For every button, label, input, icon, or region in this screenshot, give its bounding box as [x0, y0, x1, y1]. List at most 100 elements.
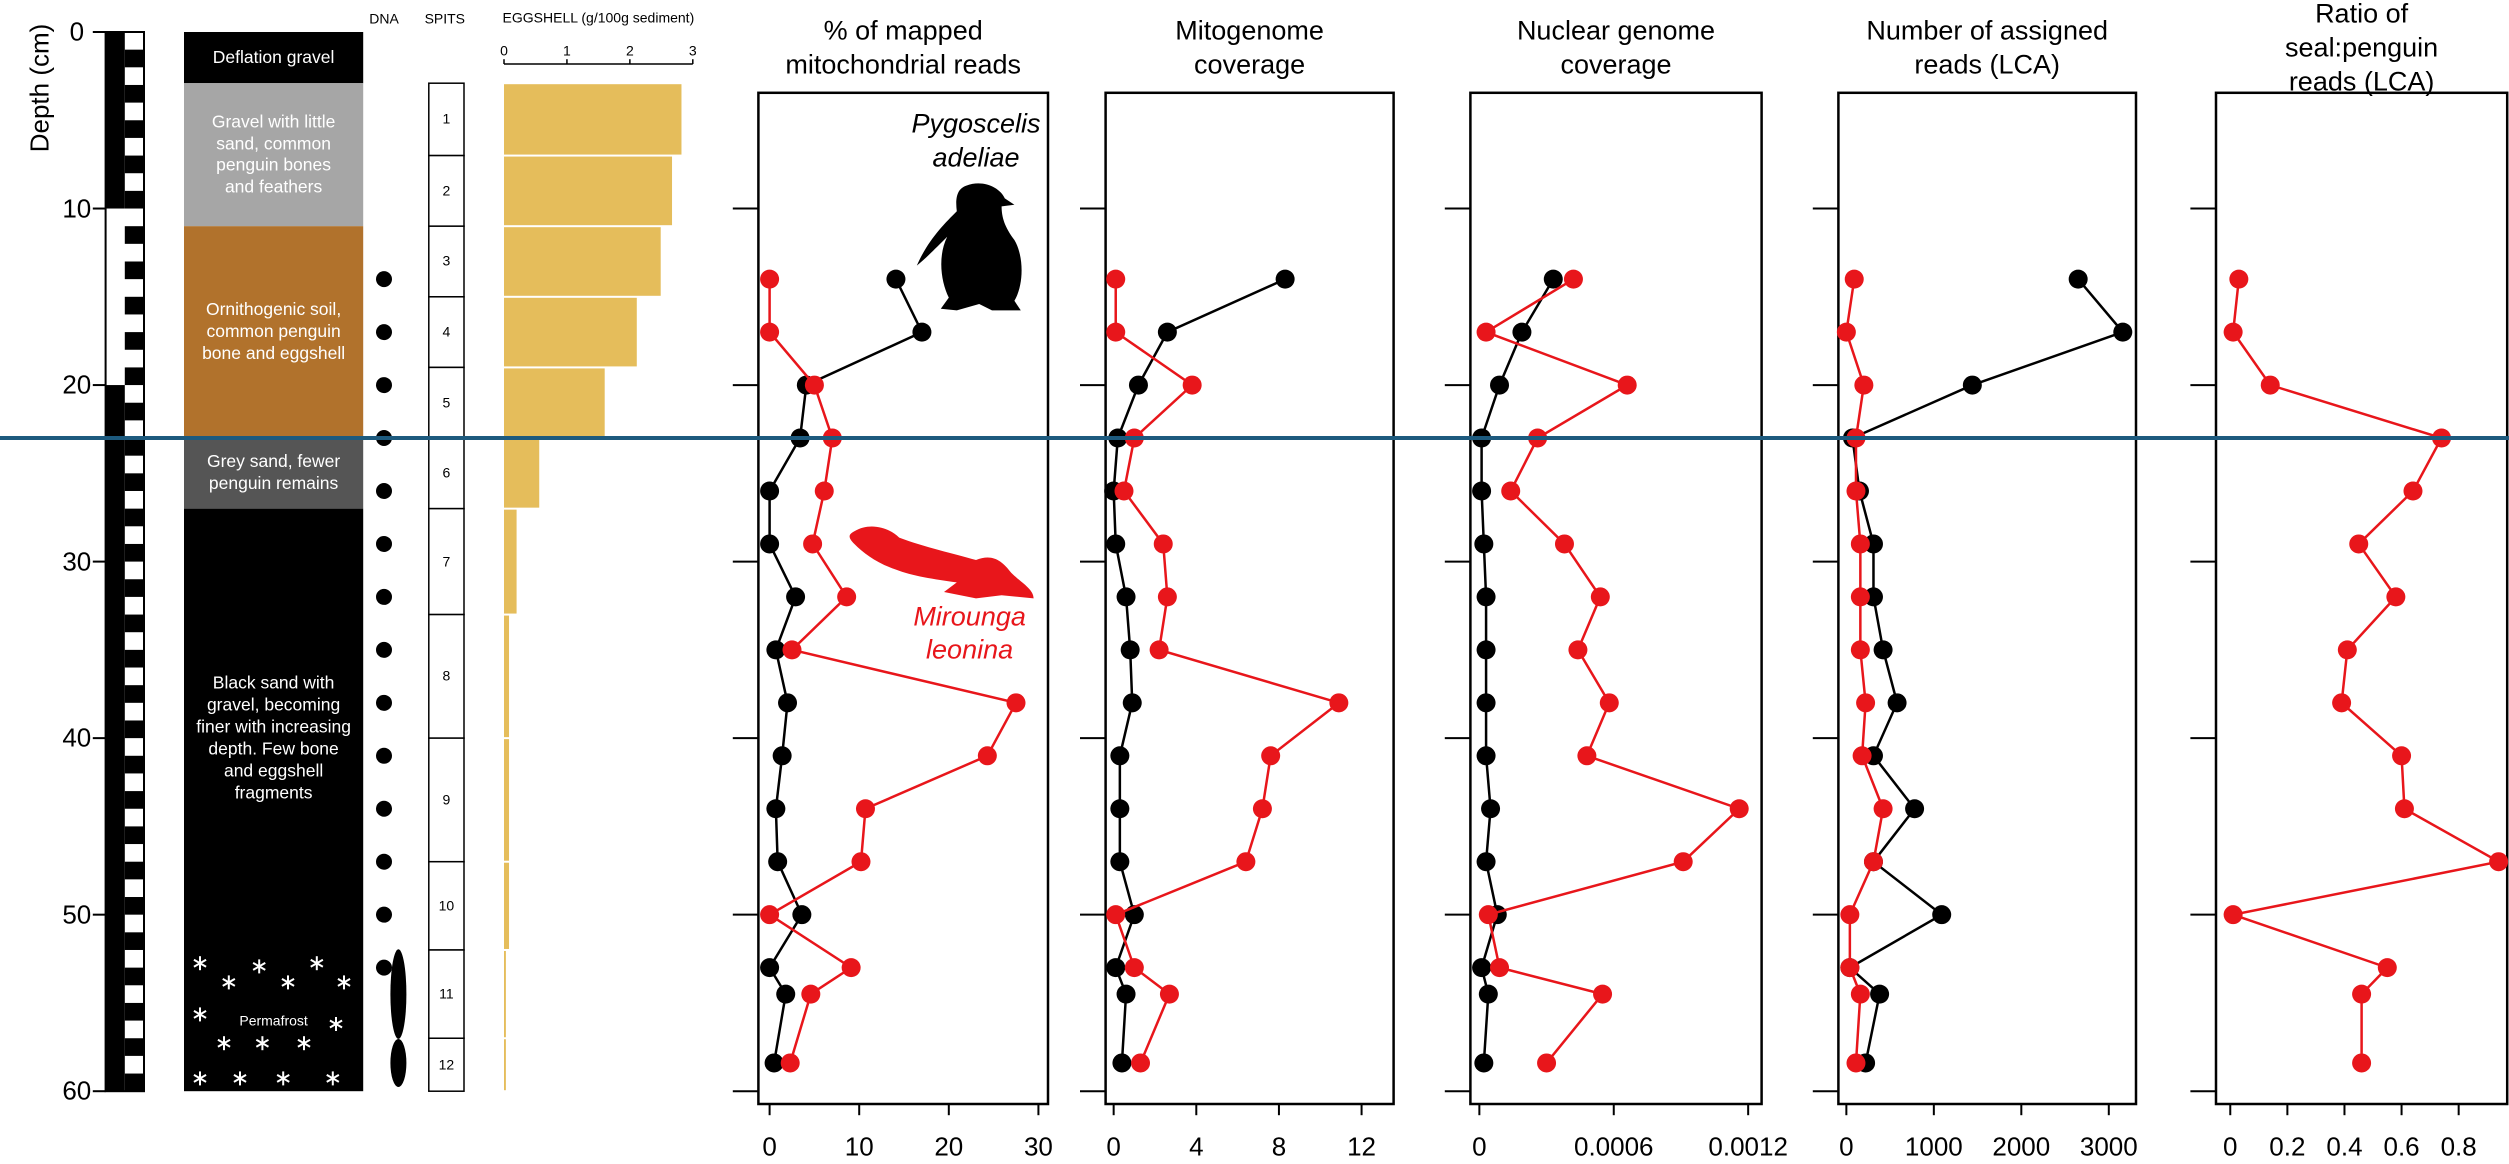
- data-point: [764, 1053, 784, 1073]
- asterisk: [193, 958, 207, 968]
- data-point: [1275, 269, 1295, 289]
- panel-title: Number of assigned reads (LCA): [1866, 15, 2109, 79]
- spit-box: [428, 437, 465, 510]
- dna-sample: [376, 271, 392, 288]
- bar: [504, 1039, 506, 1091]
- x-tick-label: 0.0006: [1573, 1131, 1654, 1162]
- panel-frame: [757, 91, 1050, 1106]
- scale-bar-block: [105, 385, 125, 1092]
- data-point: [2260, 375, 2280, 395]
- panel-frame: [1837, 91, 2138, 1106]
- asterisk: [310, 958, 324, 968]
- bar: [504, 297, 637, 367]
- series-line: [767, 279, 1018, 1064]
- spit-label: 1: [442, 110, 451, 127]
- spit-label: 12: [438, 1056, 455, 1073]
- data-point: [2223, 322, 2243, 342]
- dna-sample: [376, 377, 392, 394]
- spit-box: [428, 296, 465, 369]
- data-point: [1474, 1053, 1494, 1073]
- data-point: [1490, 375, 1510, 395]
- data-point: [1932, 905, 1952, 925]
- data-point: [1962, 375, 1982, 395]
- data-point: [837, 587, 857, 607]
- data-point: [1673, 852, 1693, 872]
- data-point: [1481, 799, 1501, 819]
- data-point: [2337, 640, 2357, 660]
- bar: [504, 156, 673, 226]
- x-tick-label: 0.6: [2383, 1131, 2420, 1162]
- data-point: [1854, 375, 1874, 395]
- scale-bar-block: [124, 543, 144, 562]
- x-tick-label: 10: [844, 1131, 874, 1162]
- data-point: [1476, 640, 1496, 660]
- data-point: [1106, 269, 1126, 289]
- layer-label: Black sand with gravel, becoming finer w…: [196, 672, 351, 802]
- layer-label: Gravel with little sand, common penguin …: [211, 110, 336, 197]
- spit-box: [428, 949, 465, 1039]
- data-point: [766, 799, 786, 819]
- data-point: [1590, 587, 1610, 607]
- data-point: [1110, 746, 1130, 766]
- scale-bar-block: [124, 614, 144, 633]
- spit-box: [428, 154, 465, 227]
- data-point: [1329, 693, 1349, 713]
- scale-bar-block: [124, 49, 144, 68]
- series-line: [1845, 278, 1885, 1064]
- x-tick-label: 12: [1347, 1131, 1377, 1162]
- data-point: [1599, 693, 1619, 713]
- data-point: [776, 984, 796, 1004]
- data-point: [1474, 534, 1494, 554]
- spit-label: 10: [438, 897, 455, 914]
- scale-bar-block: [124, 261, 144, 280]
- data-point: [1873, 799, 1893, 819]
- scale-bar-block: [124, 932, 144, 950]
- dna-sample: [376, 747, 392, 764]
- data-point: [841, 958, 861, 978]
- scale-bar-block: [124, 967, 144, 986]
- data-point: [1106, 534, 1126, 554]
- data-point: [1472, 958, 1492, 978]
- layer: [184, 438, 364, 509]
- scale-bar-block: [124, 1038, 144, 1056]
- data-point: [1157, 587, 1177, 607]
- dna-sample: [376, 800, 392, 817]
- data-point: [1106, 905, 1126, 925]
- bar: [504, 950, 506, 1038]
- data-point: [1476, 852, 1496, 872]
- panel-frame: [2214, 91, 2509, 1106]
- x-tick-label: 30: [1023, 1131, 1053, 1162]
- data-point: [1905, 799, 1925, 819]
- dna-sample: [390, 949, 407, 1039]
- data-point: [886, 269, 906, 289]
- spit-box: [428, 860, 465, 951]
- x-tick-label: 3: [688, 42, 697, 59]
- x-axis-label: EGGSHELL (g/100g sediment): [502, 9, 695, 26]
- scale-bar-block: [124, 720, 144, 739]
- scale-bar-block: [124, 84, 144, 103]
- data-point: [2403, 481, 2423, 501]
- series-line: [1483, 278, 1742, 1064]
- data-point: [2332, 693, 2352, 713]
- scale-bar-block: [124, 579, 144, 597]
- x-tick-label: 0: [2223, 1131, 2238, 1162]
- x-tick-label: 4: [1189, 1131, 1204, 1162]
- data-point: [1476, 693, 1496, 713]
- dna-sample: [376, 535, 392, 552]
- data-point: [760, 481, 780, 501]
- data-point: [1729, 799, 1749, 819]
- spit-label: 5: [442, 394, 451, 411]
- scale-bar-block: [124, 755, 144, 774]
- y-tick-label: 60: [62, 1075, 92, 1106]
- layer-label: Deflation gravel: [212, 46, 335, 67]
- data-point: [1512, 322, 1532, 342]
- data-point: [804, 375, 824, 395]
- layer: [184, 508, 364, 1092]
- dna-sample: [376, 694, 392, 711]
- spit-box: [428, 225, 465, 298]
- x-tick-label: 1: [563, 42, 571, 59]
- scale-bar-block: [124, 190, 144, 209]
- y-tick-label: 0: [69, 16, 85, 47]
- series-line: [768, 278, 924, 1064]
- data-point: [1116, 984, 1136, 1004]
